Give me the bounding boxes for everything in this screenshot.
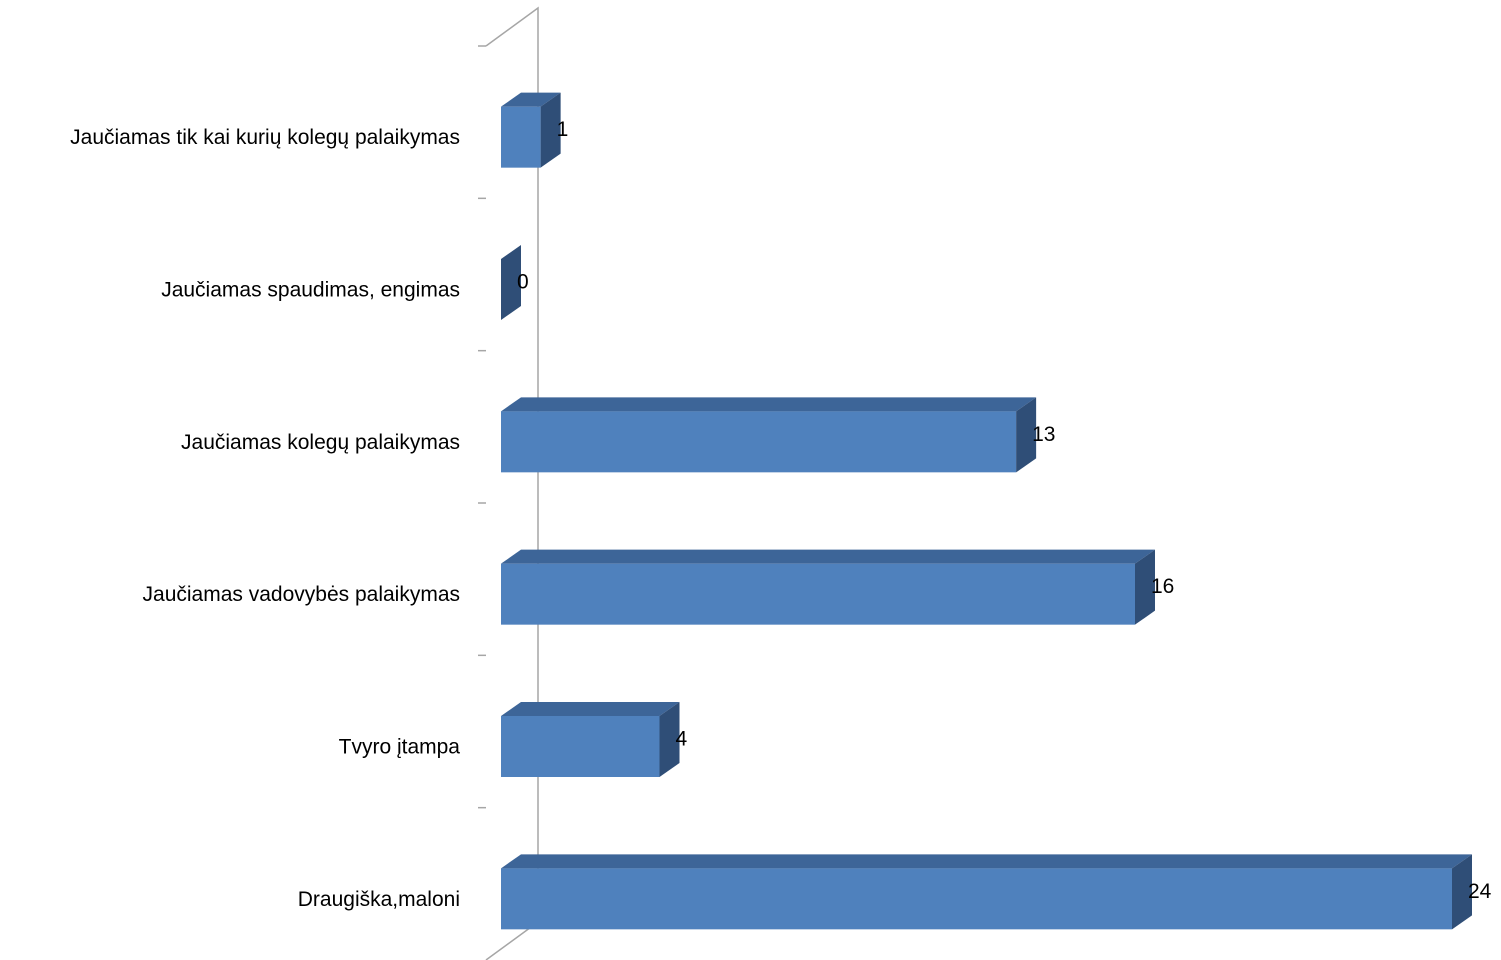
bar-top [501,702,680,716]
bar-side [540,92,561,168]
data-label: 4 [676,728,688,751]
category-label: Jaučiamas spaudimas, engimas [161,279,460,302]
bar-front [501,106,541,168]
bar-top [501,92,561,107]
data-label: 24 [1468,880,1492,903]
bar-front [501,716,660,777]
category-label: Draugiška,maloni [298,888,460,911]
data-label: 0 [517,271,529,294]
bar-top [501,549,1155,564]
bar-front [501,411,1017,473]
bar-front [501,563,1135,625]
bar-side [659,702,680,777]
labels-group: Jaučiamas tik kai kurių kolegų palaikyma… [70,118,1492,911]
bar-top [501,854,1472,869]
bar-side [1135,549,1155,625]
bar-front [501,868,1452,930]
category-label: Tvyro įtampa [339,736,461,759]
category-label: Jaučiamas vadovybės palaikymas [143,583,460,606]
category-label: Jaučiamas tik kai kurių kolegų palaikyma… [70,126,460,149]
data-label: 1 [557,118,569,141]
bar-side [1016,397,1037,473]
data-label: 13 [1032,423,1055,446]
bar-top [501,397,1037,412]
data-label: 16 [1151,575,1174,598]
bar-side [501,245,521,320]
category-label: Jaučiamas kolegų palaikymas [181,431,460,454]
bar-side [1452,854,1472,930]
bars-group [501,92,1472,930]
